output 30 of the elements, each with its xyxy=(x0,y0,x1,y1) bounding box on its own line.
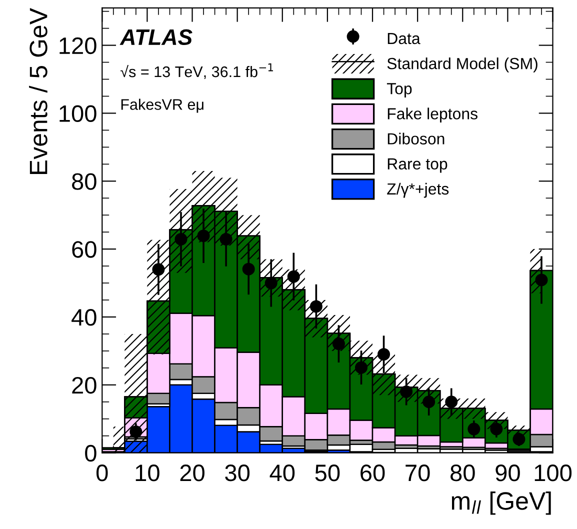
y-tick-label: 20 xyxy=(72,376,96,394)
y-tick-label: 80 xyxy=(72,173,96,190)
y-tick-label: 100 xyxy=(60,105,96,122)
x-tick-label: 80 xyxy=(450,464,475,482)
x-tick-label: 90 xyxy=(496,464,520,482)
y-tick-label: 0 xyxy=(85,444,96,462)
x-tick-label: 20 xyxy=(180,464,204,482)
legend-label: Fake leptons xyxy=(388,108,478,123)
x-tick-label: 100 xyxy=(534,464,572,482)
legend-label: Top xyxy=(386,83,412,98)
annotation: ATLAS xyxy=(120,29,192,46)
x-tick-label: 50 xyxy=(315,464,340,482)
legend-label: Z/γ*+jets xyxy=(387,182,449,198)
legend-label: Diboson xyxy=(388,132,444,144)
x-tick-label: 0 xyxy=(96,464,108,482)
legend-label: Rare top xyxy=(388,158,448,173)
annotation: FakesVR eμ xyxy=(121,98,204,113)
y-tick-label: 40 xyxy=(72,309,96,326)
legend-label: Data xyxy=(388,33,420,44)
legend-label: Standard Model (SM) xyxy=(387,58,538,72)
annotation: √s = 13 TeV, 36.1 fb$^{−1}$ xyxy=(120,63,273,79)
x-tick-label: 40 xyxy=(270,464,295,482)
y-axis-title: Events / 5 GeV xyxy=(29,8,48,174)
x-tick-label: 30 xyxy=(225,464,250,482)
y-tick-label: 60 xyxy=(72,241,96,258)
x-tick-label: 10 xyxy=(136,464,160,482)
x-tick-label: 70 xyxy=(406,464,430,482)
x-tick-label: 60 xyxy=(360,464,385,482)
y-tick-label: 120 xyxy=(60,37,96,54)
x-axis-title: m$_{ll}$ [GeV] xyxy=(452,492,551,515)
